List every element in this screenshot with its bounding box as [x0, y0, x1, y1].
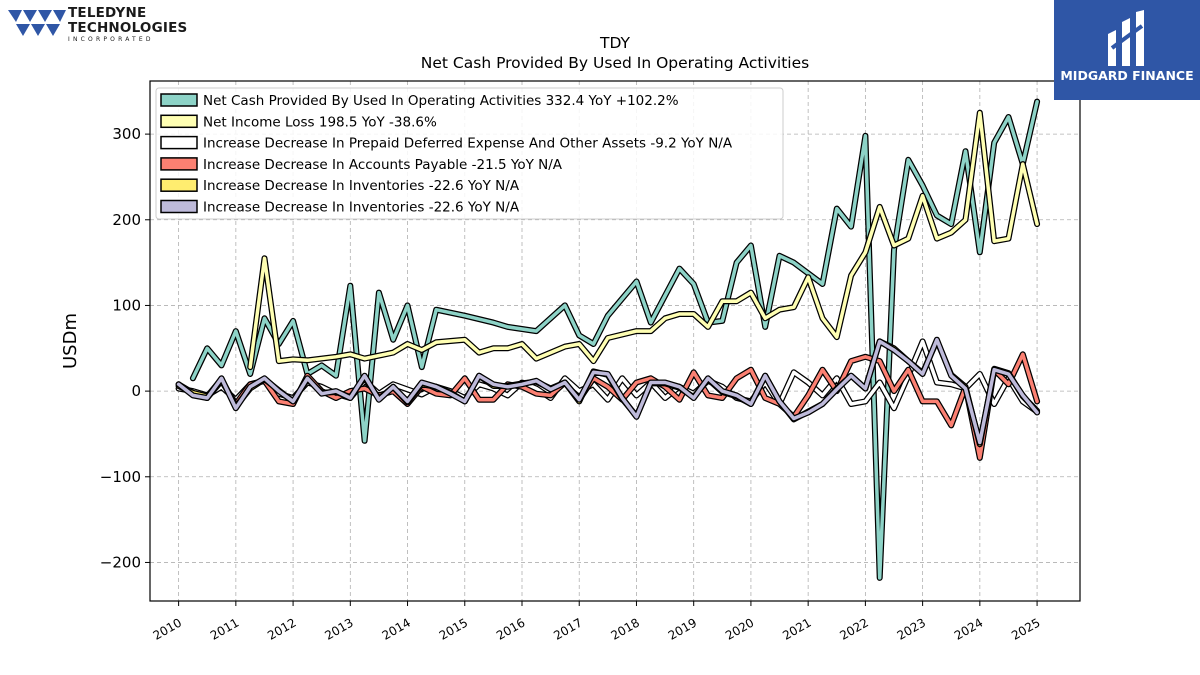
y-axis-label: USDm — [60, 313, 81, 369]
x-tick-label: 2011 — [208, 615, 241, 642]
x-tick-label: 2013 — [322, 615, 355, 642]
x-tick-label: 2017 — [551, 615, 584, 642]
legend-label: Increase Decrease In Prepaid Deferred Ex… — [203, 136, 733, 152]
plot-frame — [149, 80, 1081, 602]
chart-subtitle: Net Cash Provided By Used In Operating A… — [421, 54, 809, 72]
company-logo-text: TELEDYNE TECHNOLOGIES INCORPORATED — [68, 6, 187, 44]
legend-label: Net Income Loss 198.5 YoY -38.6% — [203, 114, 437, 130]
x-tick-label: 2012 — [265, 615, 298, 642]
legend-swatch — [160, 135, 198, 150]
teledyne-emblem-icon — [8, 10, 66, 36]
brand-monogram-icon — [1108, 10, 1144, 66]
y-tick-label: −100 — [100, 468, 141, 486]
y-tick-label: 100 — [112, 296, 141, 314]
x-tick-label: 2014 — [380, 615, 413, 642]
x-tick-label: 2020 — [723, 615, 756, 642]
y-tick-label: 200 — [112, 211, 141, 229]
legend-swatch — [160, 178, 198, 192]
legend: Net Cash Provided By Used In Operating A… — [155, 87, 784, 220]
series-stroke — [176, 337, 1039, 445]
x-tick-label: 2022 — [837, 615, 870, 642]
legend-swatch — [160, 199, 198, 214]
legend-box — [155, 87, 784, 220]
y-tick-label: 0 — [131, 382, 141, 400]
y-tick-label: 300 — [112, 125, 141, 143]
company-logo: TELEDYNE TECHNOLOGIES INCORPORATED — [8, 6, 187, 46]
legend-swatch — [160, 93, 198, 107]
x-tick-label: 2019 — [666, 615, 699, 642]
series-line-5 — [175, 336, 1041, 446]
series-stroke — [176, 338, 1039, 446]
x-tick-label: 2018 — [609, 615, 642, 642]
x-tick-label: 2021 — [780, 615, 813, 642]
x-tick-label: 2010 — [151, 615, 184, 642]
x-tick-label: 2016 — [494, 615, 527, 642]
chart-title: TDY — [599, 34, 631, 52]
x-tick-label: 2024 — [952, 615, 985, 642]
legend-label: Increase Decrease In Accounts Payable -2… — [203, 157, 563, 173]
series-outline — [175, 337, 1041, 448]
series-stroke — [191, 99, 1039, 580]
x-tick-label: 2015 — [437, 615, 470, 642]
series-line-0 — [189, 98, 1041, 581]
company-line3: INCORPORATED — [68, 36, 154, 43]
series-lines — [175, 98, 1041, 581]
series-stroke — [248, 110, 1039, 369]
y-tick-label: −200 — [100, 553, 141, 571]
x-tick-label: 2025 — [1009, 615, 1042, 642]
series-line-4 — [175, 337, 1041, 448]
x-tick-label: 2023 — [895, 615, 928, 642]
brand-badge: MIDGARD FINANCE — [1054, 0, 1200, 100]
legend-label: Net Cash Provided By Used In Operating A… — [203, 93, 679, 109]
series-line-1 — [247, 109, 1041, 371]
legend-swatch — [160, 157, 198, 171]
company-line1: TELEDYNE — [68, 5, 147, 21]
brand-name: MIDGARD FINANCE — [1060, 68, 1194, 83]
legend-label: Increase Decrease In Inventories -22.6 Y… — [203, 178, 520, 194]
legend-swatch — [160, 114, 198, 129]
company-line2: TECHNOLOGIES — [68, 20, 188, 36]
legend-label: Increase Decrease In Inventories -22.6 Y… — [203, 200, 520, 216]
